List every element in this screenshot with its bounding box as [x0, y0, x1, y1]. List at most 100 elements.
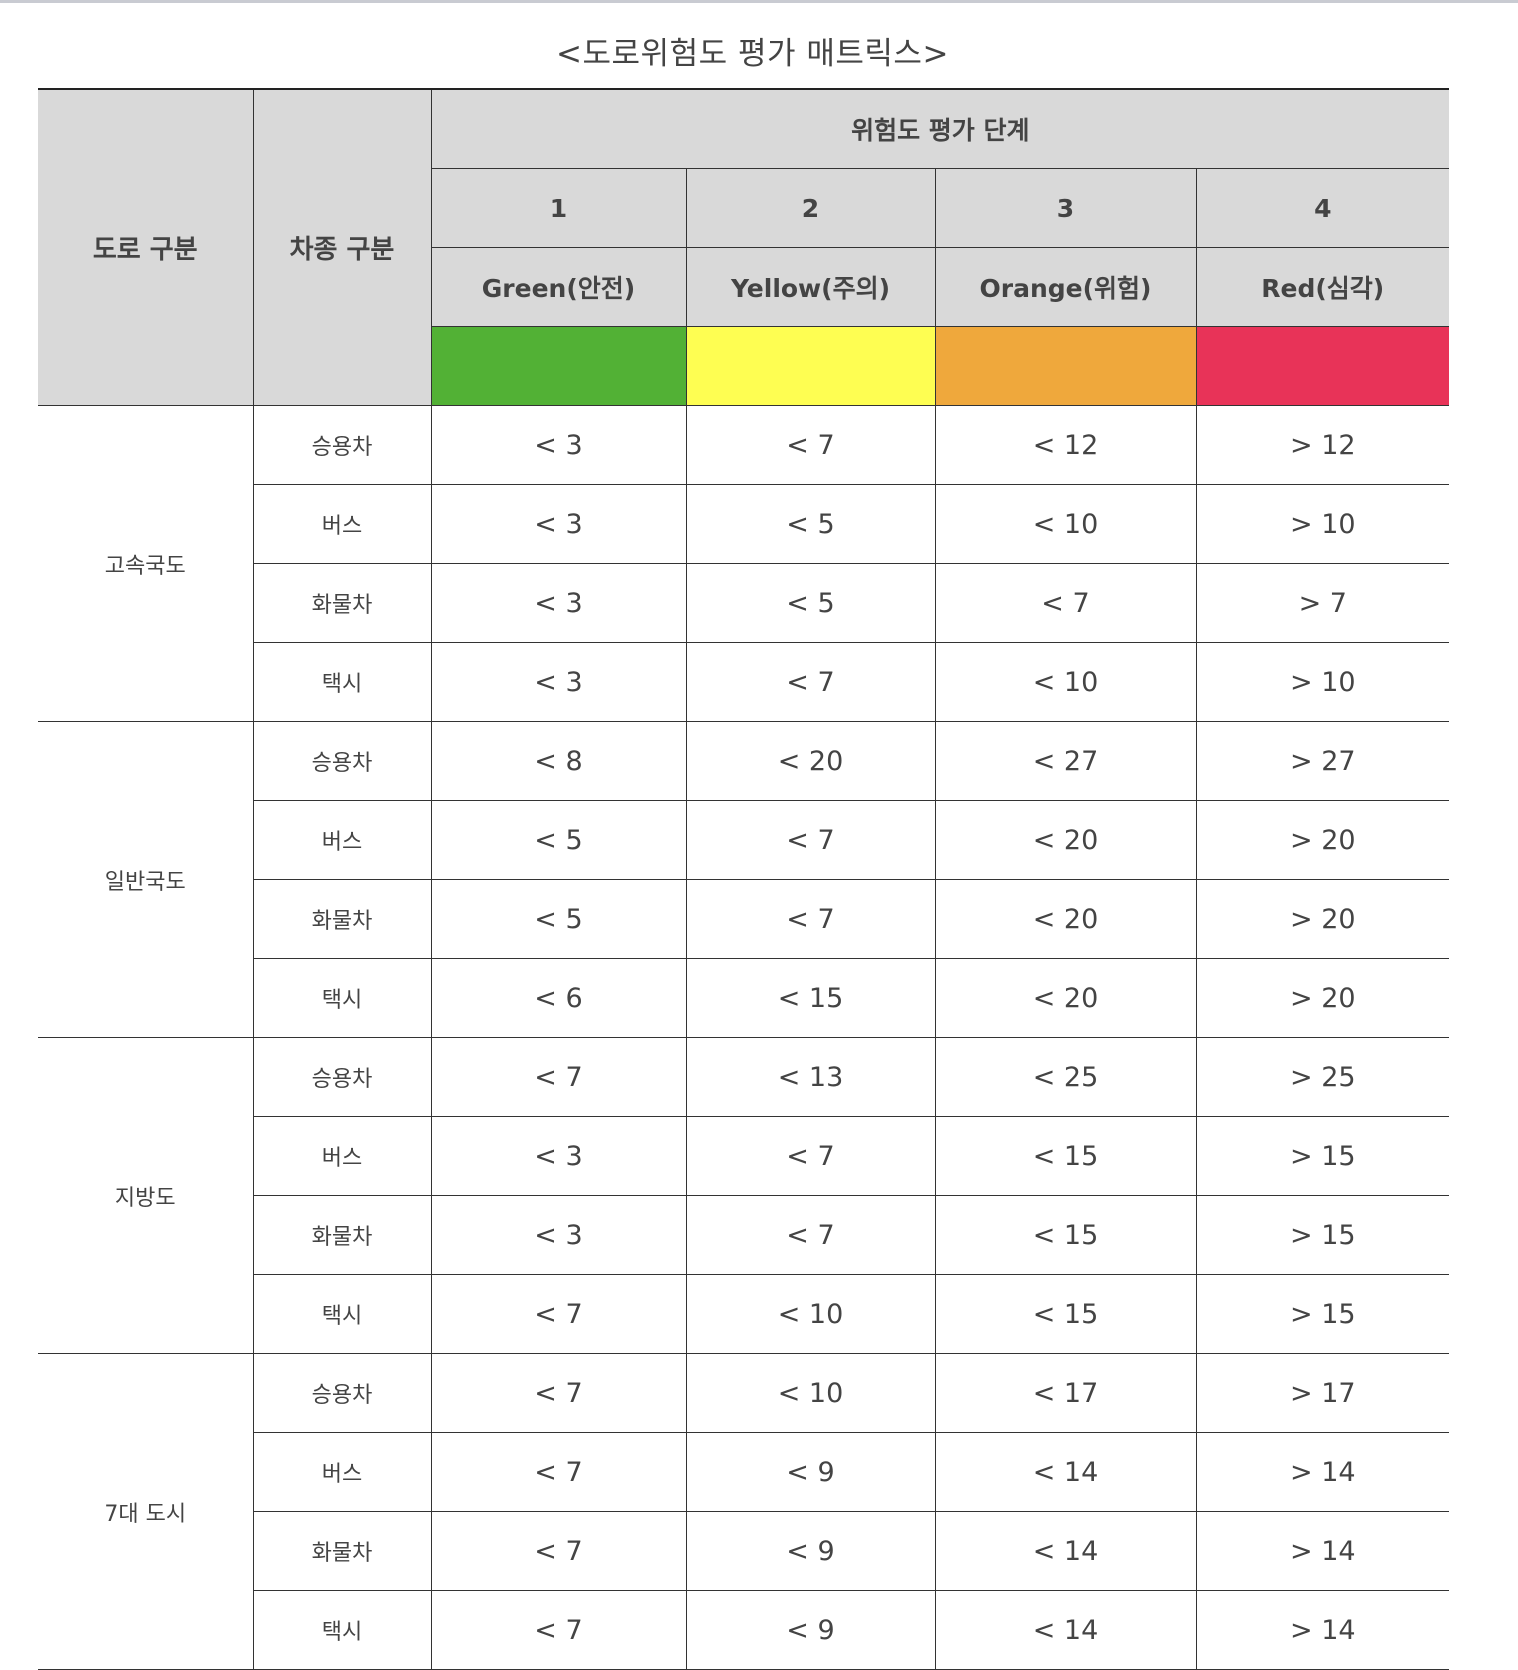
threshold-cell: < 10: [934, 642, 1197, 722]
threshold-cell: < 17: [934, 1353, 1197, 1433]
table-row: 택시 < 3 < 7 < 10 > 10: [38, 642, 1450, 722]
green-swatch: [431, 326, 687, 406]
threshold-cell: > 14: [1195, 1432, 1450, 1512]
threshold-cell: < 7: [934, 563, 1197, 643]
threshold-cell: > 17: [1195, 1353, 1450, 1433]
threshold-cell: < 5: [685, 484, 936, 564]
level-label: Red(심각): [1195, 247, 1450, 327]
table-row: 버스 < 3 < 7 < 15 > 15: [38, 1116, 1450, 1196]
risk-matrix-table: 도로 구분 차종 구분 위험도 평가 단계 1 2 3 4 Green(안전) …: [38, 88, 1450, 1670]
threshold-cell: > 15: [1195, 1116, 1450, 1196]
threshold-cell: < 7: [685, 405, 936, 485]
table-row: 일반국도 승용차 < 8 < 20 < 27 > 27: [38, 721, 1450, 1038]
threshold-cell: < 3: [430, 405, 687, 485]
threshold-cell: > 20: [1195, 800, 1450, 880]
vehicle-type-cell: 승용차: [252, 405, 432, 485]
page-title: <도로위험도 평가 매트릭스>: [556, 36, 949, 72]
threshold-cell: > 10: [1195, 484, 1450, 564]
level-label: Green(안전): [431, 247, 687, 327]
threshold-cell: < 14: [934, 1432, 1197, 1512]
threshold-cell: < 10: [934, 484, 1197, 564]
table-row: 버스 < 3 < 5 < 10 > 10: [38, 484, 1450, 564]
vehicle-type-cell: 승용차: [252, 1353, 432, 1433]
vehicle-type-cell: 버스: [253, 1432, 432, 1512]
threshold-cell: < 3: [430, 484, 687, 564]
table-row: 화물차 < 7 < 9 < 14 > 14: [38, 1511, 1450, 1591]
threshold-cell: > 15: [1195, 1274, 1450, 1354]
threshold-cell: < 15: [685, 958, 936, 1038]
vehicle-type-cell: 승용차: [252, 1037, 432, 1117]
table-row: 화물차 < 3 < 7 < 15 > 15: [38, 1195, 1450, 1275]
vehicle-type-cell: 화물차: [253, 879, 432, 959]
level-label: Orange(위험): [934, 247, 1197, 327]
threshold-cell: < 7: [685, 1116, 936, 1196]
threshold-cell: < 20: [934, 958, 1197, 1038]
threshold-cell: < 12: [934, 405, 1197, 485]
threshold-cell: < 9: [685, 1590, 936, 1670]
threshold-cell: > 27: [1195, 721, 1450, 801]
table-row: 지방도 승용차 < 7 < 13 < 25 > 25: [38, 1037, 1450, 1354]
vehicle-type-cell: 택시: [253, 1274, 432, 1354]
table-row: 버스 < 7 < 9 < 14 > 14: [38, 1432, 1450, 1512]
header-vehicle-type: 차종 구분: [252, 88, 432, 406]
table-row: 택시 < 6 < 15 < 20 > 20: [38, 958, 1450, 1038]
table-row: 화물차 < 3 < 5 < 7 > 7: [38, 563, 1450, 643]
vehicle-type-cell: 버스: [253, 1116, 432, 1196]
threshold-cell: < 7: [685, 642, 936, 722]
threshold-cell: < 3: [430, 1195, 687, 1275]
vehicle-type-cell: 버스: [253, 484, 432, 564]
threshold-cell: < 7: [430, 1432, 687, 1512]
matrix-body: 고속국도 승용차 < 3 < 7 < 12 > 12 버스 < 3 < 5 < 10 > 10 화물차…: [38, 405, 1450, 1670]
threshold-cell: < 7: [430, 1590, 687, 1670]
threshold-cell: < 15: [934, 1195, 1197, 1275]
yellow-swatch: [685, 326, 936, 406]
threshold-cell: < 7: [685, 1195, 936, 1275]
threshold-cell: < 7: [430, 1037, 687, 1117]
threshold-cell: < 15: [934, 1274, 1197, 1354]
vehicle-type-cell: 승용차: [252, 721, 432, 801]
threshold-cell: < 10: [685, 1353, 936, 1433]
level-label: Yellow(주의): [685, 247, 936, 327]
threshold-cell: < 7: [430, 1353, 687, 1433]
threshold-cell: > 20: [1195, 958, 1450, 1038]
threshold-cell: < 3: [430, 1116, 687, 1196]
vehicle-type-cell: 화물차: [253, 563, 432, 643]
threshold-cell: < 15: [934, 1116, 1197, 1196]
top-divider: [0, 0, 1518, 3]
road-type-cell: 7대 도시: [38, 1353, 254, 1670]
threshold-cell: > 12: [1195, 405, 1450, 485]
threshold-cell: < 7: [430, 1274, 687, 1354]
threshold-cell: > 14: [1195, 1590, 1450, 1670]
road-type-cell: 지방도: [38, 1037, 254, 1354]
threshold-cell: < 5: [430, 879, 687, 959]
road-type-cell: 고속국도: [38, 405, 254, 722]
threshold-cell: > 7: [1195, 563, 1450, 643]
level-number: 2: [685, 168, 936, 248]
red-swatch: [1195, 326, 1450, 406]
threshold-cell: < 7: [685, 800, 936, 880]
threshold-cell: < 5: [685, 563, 936, 643]
threshold-cell: < 20: [934, 800, 1197, 880]
vehicle-type-cell: 화물차: [253, 1195, 432, 1275]
threshold-cell: < 6: [430, 958, 687, 1038]
header-road-type: 도로 구분: [38, 88, 254, 406]
level-number: 4: [1195, 168, 1450, 248]
threshold-cell: < 20: [685, 721, 936, 801]
threshold-cell: < 5: [430, 800, 687, 880]
threshold-cell: < 9: [685, 1511, 936, 1591]
threshold-cell: < 25: [934, 1037, 1197, 1117]
threshold-cell: < 9: [685, 1432, 936, 1512]
threshold-cell: < 8: [430, 721, 687, 801]
threshold-cell: > 10: [1195, 642, 1450, 722]
vehicle-type-cell: 버스: [253, 800, 432, 880]
threshold-cell: > 25: [1195, 1037, 1450, 1117]
threshold-cell: < 13: [685, 1037, 936, 1117]
threshold-cell: < 7: [430, 1511, 687, 1591]
table-row: 고속국도 승용차 < 3 < 7 < 12 > 12: [38, 405, 1450, 722]
orange-swatch: [934, 326, 1197, 406]
threshold-cell: < 7: [685, 879, 936, 959]
threshold-cell: < 14: [934, 1590, 1197, 1670]
threshold-cell: < 3: [430, 563, 687, 643]
road-type-cell: 일반국도: [38, 721, 254, 1038]
header-risk-stage: 위험도 평가 단계: [430, 88, 1450, 169]
